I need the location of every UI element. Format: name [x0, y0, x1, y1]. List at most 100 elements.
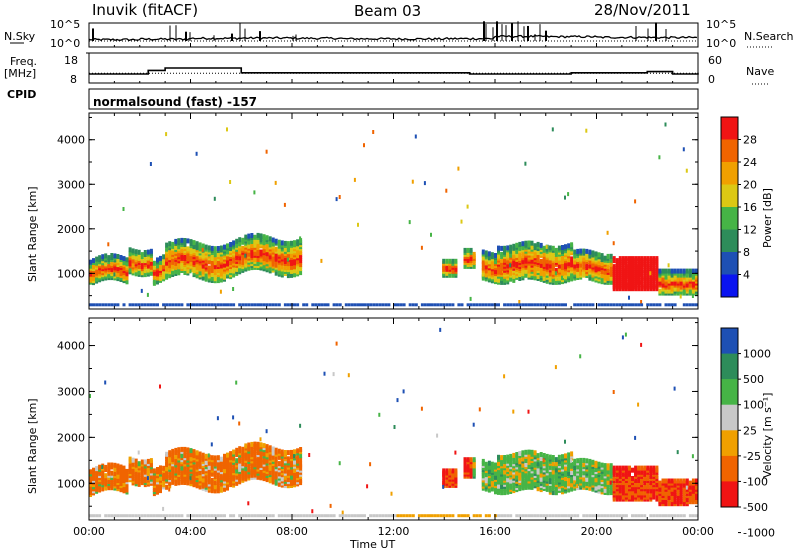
- velocity-panel-cell: [134, 462, 138, 468]
- power-panel-cell: [232, 268, 236, 274]
- velocity-panel-cell: [484, 461, 488, 467]
- power-panel-cell: [165, 266, 169, 272]
- velocity-panel-cell: [241, 446, 245, 452]
- power-panel-ground: [265, 303, 269, 307]
- velocity-panel-cell: [576, 458, 580, 464]
- power-panel-cell: [95, 256, 99, 262]
- power-panel-ground: [146, 303, 150, 307]
- power-panel-ground: [506, 303, 510, 307]
- velocity-panel-cell: [536, 453, 540, 459]
- velocity-panel-cell: [561, 454, 564, 460]
- velocity-panel-speck: [290, 454, 292, 459]
- power-panel-cell: [98, 269, 102, 275]
- power-panel-ground: [423, 303, 427, 307]
- velocity-panel-ground: [600, 514, 604, 518]
- velocity-panel-ground: [548, 514, 552, 518]
- velocity-panel-cell: [122, 465, 126, 471]
- power-panel-ground: [378, 303, 382, 307]
- power-panel-cell: [98, 255, 102, 261]
- power-panel-cell: [216, 246, 220, 251]
- velocity-panel-cell: [676, 499, 680, 505]
- velocity-panel-ground: [134, 514, 138, 518]
- power-panel-ground: [344, 303, 348, 307]
- velocity-panel-ground: [420, 514, 424, 518]
- velocity-panel-ground: [259, 514, 263, 518]
- power-panel-ground: [162, 303, 166, 307]
- velocity-panel-speck: [621, 335, 624, 340]
- velocity-panel-speck: [442, 484, 445, 489]
- velocity-panel-ground: [539, 514, 543, 518]
- power-panel-ground: [140, 303, 144, 307]
- velocity-panel-ground: [518, 514, 522, 518]
- velocity-panel-cell: [634, 478, 638, 483]
- velocity-panel-cell: [527, 449, 531, 455]
- velocity-panel-speck: [210, 442, 213, 447]
- velocity-panel-cell: [168, 464, 172, 470]
- power-panel-ground: [490, 303, 494, 307]
- velocity-panel-cell: [299, 461, 303, 467]
- velocity-panel-cell: [682, 478, 686, 484]
- power-panel-speck: [585, 128, 588, 133]
- velocity-panel-cell: [250, 441, 254, 447]
- power-panel-ground: [338, 303, 342, 307]
- beam-title: Beam 03: [354, 2, 422, 20]
- power-panel-cell: [89, 275, 92, 281]
- velocity-panel-ground: [399, 514, 403, 518]
- velocity-panel-ground: [180, 514, 184, 518]
- power-panel-cell: [487, 269, 491, 275]
- nsky-label: N.Sky: [4, 30, 36, 43]
- power-panel-cell: [265, 243, 269, 249]
- date-title: 28/Nov/2011: [594, 1, 691, 19]
- station-title: Inuvik (fitACF): [92, 1, 199, 19]
- power-panel-ground: [649, 303, 653, 307]
- power-panel-cell: [539, 242, 543, 248]
- power-panel-cell: [296, 239, 300, 245]
- power-panel-cell: [244, 234, 248, 240]
- velocity-panel-ground: [229, 514, 233, 518]
- power-panel-ground: [652, 303, 656, 307]
- velocity-panel-speck: [402, 389, 405, 394]
- power-panel-ground: [113, 303, 117, 307]
- velocity-panel-cell: [216, 484, 220, 490]
- power-panel-cell: [497, 265, 500, 271]
- power-panel-speck: [685, 168, 688, 173]
- power-panel-cell: [640, 256, 644, 262]
- power-panel-cell: [554, 247, 558, 253]
- velocity-panel-speck: [335, 341, 338, 346]
- power-panel-ground: [186, 303, 190, 307]
- power-panel-cell: [299, 238, 303, 244]
- velocity-panel-cell: [618, 465, 622, 471]
- velocity-panel-cell: [503, 455, 507, 460]
- power-panel-ground: [478, 303, 482, 307]
- power-panel-cell: [469, 247, 473, 253]
- power-panel-cell: [134, 271, 138, 277]
- velocity-panel-ground: [171, 514, 175, 518]
- velocity-panel-cell: [497, 454, 500, 460]
- power-panel-cell: [274, 262, 278, 268]
- power-panel-speck: [564, 195, 566, 200]
- power-panel-ground: [363, 303, 366, 307]
- velocity-panel-cell: [655, 465, 659, 471]
- velocity-panel-cell: [536, 461, 540, 467]
- velocity-panel-ground: [311, 514, 315, 518]
- power-panel-cell: [481, 265, 485, 271]
- velocity-panel-ground: [247, 514, 251, 518]
- velocity-panel-ground: [186, 514, 190, 518]
- velocity-panel-cell: [597, 461, 601, 467]
- velocity-colorbar-swatch: [721, 404, 738, 431]
- velocity-panel-cell: [113, 462, 117, 468]
- power-panel-cell: [113, 253, 117, 259]
- velocity-panel-cell: [107, 462, 111, 468]
- velocity-panel-cell: [299, 457, 303, 463]
- freq-left-tick-low: 8: [70, 73, 77, 86]
- velocity-panel-cell: [149, 458, 153, 464]
- velocity-panel-cell: [299, 447, 303, 452]
- velocity-panel-speck: [478, 407, 481, 412]
- velocity-panel-cell: [567, 464, 571, 470]
- velocity-panel-cell: [695, 478, 698, 484]
- power-panel-cell: [293, 268, 296, 274]
- velocity-panel-cell: [283, 450, 287, 455]
- power-panel-cell: [597, 252, 601, 258]
- velocity-panel-ground: [612, 514, 616, 518]
- velocity-panel-ground: [143, 514, 147, 518]
